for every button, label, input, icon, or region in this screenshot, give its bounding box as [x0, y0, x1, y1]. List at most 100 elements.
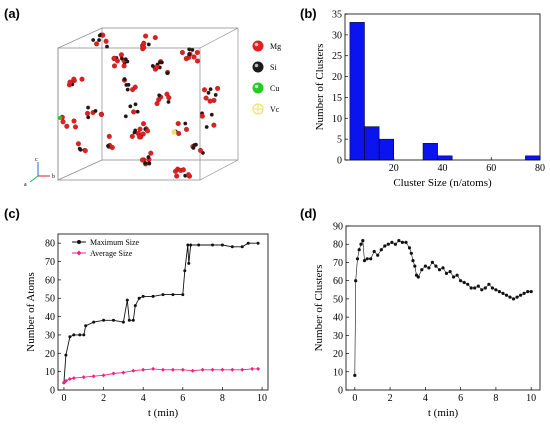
cluster-count-point	[383, 244, 387, 248]
maximum-size-point	[220, 243, 224, 247]
y-tick-label: 40	[333, 313, 343, 324]
x-tick-label: 4	[141, 393, 146, 404]
y-tick-label: 80	[333, 240, 343, 251]
x-tick-label: 40	[438, 163, 448, 174]
y-axis-title: Number of Clusters	[313, 265, 325, 352]
cluster-count-point	[459, 279, 463, 283]
maximum-size-point	[82, 333, 86, 337]
mg-atom	[111, 55, 117, 61]
cu-atom	[58, 116, 62, 120]
y-tick-label: 60	[333, 276, 343, 287]
si-atom	[97, 38, 101, 42]
legend-marker-highlight	[254, 63, 259, 68]
average-size-point	[151, 366, 156, 371]
mg-atom	[121, 63, 127, 69]
cluster-count-point	[483, 286, 487, 290]
mg-atom	[129, 133, 135, 139]
cluster-count-point	[511, 297, 516, 301]
maximum-size-point	[64, 353, 68, 357]
mg-atom	[154, 64, 160, 70]
si-atom	[159, 60, 164, 65]
mg-atom	[211, 122, 217, 128]
maximum-size-point	[183, 269, 187, 273]
y-tick-label: 30	[332, 30, 342, 41]
cluster-count-point	[427, 266, 431, 270]
x-tick-label: 60	[486, 163, 496, 174]
cluster-count-point	[413, 264, 417, 268]
cluster-count-point	[379, 248, 383, 252]
maximum-size-point	[68, 335, 72, 339]
mg-atom	[154, 101, 160, 107]
cluster-count-point	[494, 288, 498, 292]
x-tick-label: 10	[526, 393, 536, 404]
scatter-panel-d: 0 2 4 6 8 10 0 10 20 30 40 50 60 70 80 90 t (min) Number …	[313, 222, 541, 419]
cluster-count-point	[409, 251, 413, 255]
cluster-count-point	[353, 373, 357, 377]
y-tick-label: 5	[337, 135, 342, 146]
maximum-size-point	[78, 333, 82, 337]
legend-marker	[77, 240, 81, 244]
mg-atom	[137, 126, 143, 132]
average-size-point	[101, 373, 106, 378]
mg-atom	[103, 38, 109, 44]
si-atom	[206, 90, 211, 95]
cluster-count-point	[362, 259, 367, 263]
mg-atom	[67, 79, 73, 85]
mg-atom	[145, 128, 151, 134]
maximum-size-point	[187, 261, 191, 265]
cluster-count-point	[452, 275, 456, 279]
a-axis-label: a	[24, 182, 27, 188]
si-atom	[204, 125, 209, 129]
mg-atom	[71, 118, 77, 124]
legend-label-vc: Vc	[270, 105, 280, 114]
cluster-count-point	[480, 288, 484, 292]
legend-label: Maximum Size	[90, 238, 140, 247]
y-axis-title: Number of Atoms	[25, 272, 37, 351]
cluster-count-point	[407, 246, 412, 250]
line-panel-c: 0 2 4 6 8 10 0 10 20 30 40 50 60 70 80 t (min) Number of…	[25, 233, 269, 419]
si-atom	[147, 161, 152, 166]
box-right-bottom-edge	[199, 159, 239, 181]
panel-label-a: (a)	[4, 6, 20, 21]
x-tick-label: 4	[423, 393, 428, 404]
atom-legend: Mg Si Cu Vc	[252, 40, 281, 115]
y-tick-label: 0	[337, 156, 342, 167]
maximum-size-point	[141, 294, 145, 298]
y-axis-title: Number of Clusters	[314, 44, 326, 131]
axis-tripod: c a b	[24, 157, 55, 188]
y-tick-label: 10	[333, 367, 343, 378]
maximum-size-point	[256, 241, 260, 245]
mg-atom	[179, 49, 185, 55]
legend-label-mg: Mg	[270, 42, 281, 51]
mg-atom	[173, 168, 179, 174]
mg-atom	[71, 76, 77, 82]
cluster-count-point	[397, 239, 401, 243]
mg-atom	[118, 52, 124, 58]
cluster-count-point	[365, 257, 369, 261]
mg-atom	[98, 111, 104, 117]
y-tick-label: 20	[332, 72, 342, 83]
si-atom	[192, 143, 197, 148]
y-tick-label: 60	[45, 275, 55, 286]
cluster-count-point	[359, 242, 363, 246]
x-tick-label: 2	[101, 393, 106, 404]
cluster-count-line	[354, 239, 532, 376]
si-atom	[143, 161, 148, 166]
maximum-size-point	[84, 324, 88, 328]
average-size-point	[190, 368, 195, 373]
cluster-count-point	[357, 248, 361, 252]
average-size-point	[71, 376, 76, 381]
cluster-count-point	[529, 290, 533, 294]
maximum-size-point	[102, 318, 106, 322]
legend-label-si: Si	[270, 63, 277, 72]
x-tick-label: 8	[493, 393, 498, 404]
maximum-size-point	[121, 320, 125, 324]
mg-atom	[140, 157, 146, 163]
mg-atom	[60, 119, 66, 125]
x-tick-label: 0	[61, 393, 66, 404]
cluster-count-point	[508, 295, 512, 299]
b-axis-label: b	[52, 174, 55, 180]
cluster-count-point	[519, 293, 523, 297]
x-axis-title: t (min)	[428, 407, 459, 419]
